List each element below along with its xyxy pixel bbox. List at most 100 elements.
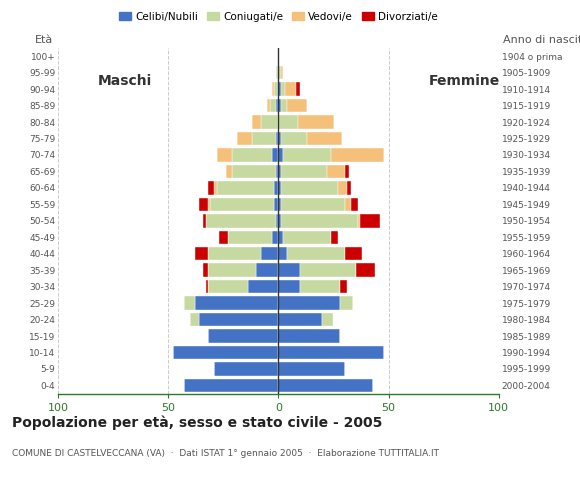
- Bar: [204, 264, 208, 277]
- Bar: [278, 148, 283, 162]
- Bar: [281, 132, 307, 145]
- Text: Anno di nascita: Anno di nascita: [503, 35, 580, 45]
- Bar: [281, 99, 287, 112]
- Bar: [281, 165, 327, 178]
- Bar: [307, 132, 342, 145]
- Bar: [276, 66, 278, 79]
- Bar: [281, 198, 345, 211]
- Bar: [208, 198, 210, 211]
- Bar: [206, 280, 208, 293]
- Bar: [274, 181, 278, 194]
- Bar: [276, 165, 278, 178]
- Bar: [261, 247, 278, 261]
- Bar: [274, 198, 278, 211]
- Bar: [278, 99, 281, 112]
- Bar: [298, 115, 334, 129]
- Bar: [228, 230, 272, 244]
- Text: Popolazione per età, sesso e stato civile - 2005: Popolazione per età, sesso e stato civil…: [12, 415, 382, 430]
- Bar: [215, 181, 217, 194]
- Bar: [184, 296, 195, 310]
- Bar: [281, 83, 285, 96]
- Bar: [278, 313, 322, 326]
- Bar: [340, 280, 347, 293]
- Bar: [278, 230, 283, 244]
- Bar: [278, 362, 345, 376]
- Bar: [184, 379, 278, 392]
- Bar: [285, 83, 296, 96]
- Legend: Celibi/Nubili, Coniugati/e, Vedovi/e, Divorziati/e: Celibi/Nubili, Coniugati/e, Vedovi/e, Di…: [115, 8, 442, 26]
- Bar: [322, 313, 333, 326]
- Bar: [278, 165, 281, 178]
- Bar: [278, 115, 298, 129]
- Bar: [278, 83, 281, 96]
- Bar: [287, 99, 307, 112]
- Bar: [248, 280, 278, 293]
- Bar: [199, 313, 278, 326]
- Bar: [237, 132, 252, 145]
- Bar: [278, 346, 384, 359]
- Bar: [283, 230, 331, 244]
- Bar: [278, 247, 287, 261]
- Bar: [278, 329, 340, 343]
- Bar: [252, 115, 261, 129]
- Bar: [276, 214, 278, 228]
- Bar: [278, 379, 373, 392]
- Bar: [206, 214, 276, 228]
- Bar: [195, 296, 278, 310]
- Bar: [215, 362, 278, 376]
- Bar: [327, 165, 345, 178]
- Bar: [232, 165, 276, 178]
- Bar: [360, 214, 380, 228]
- Bar: [208, 329, 278, 343]
- Bar: [270, 99, 276, 112]
- Bar: [300, 264, 356, 277]
- Bar: [331, 148, 384, 162]
- Bar: [272, 83, 274, 96]
- Bar: [331, 230, 338, 244]
- Bar: [356, 264, 375, 277]
- Bar: [208, 264, 256, 277]
- Bar: [338, 181, 347, 194]
- Bar: [278, 181, 281, 194]
- Bar: [195, 247, 208, 261]
- Bar: [261, 115, 278, 129]
- Bar: [283, 148, 331, 162]
- Bar: [278, 280, 300, 293]
- Text: Età: Età: [35, 35, 53, 45]
- Bar: [278, 66, 281, 79]
- Bar: [281, 214, 358, 228]
- Bar: [252, 132, 276, 145]
- Bar: [190, 313, 199, 326]
- Bar: [276, 132, 278, 145]
- Bar: [345, 247, 362, 261]
- Bar: [210, 198, 274, 211]
- Bar: [278, 198, 281, 211]
- Bar: [345, 198, 351, 211]
- Bar: [351, 198, 358, 211]
- Bar: [267, 99, 270, 112]
- Bar: [272, 148, 278, 162]
- Bar: [281, 66, 283, 79]
- Bar: [278, 132, 281, 145]
- Text: Femmine: Femmine: [428, 74, 499, 88]
- Bar: [276, 99, 278, 112]
- Bar: [272, 230, 278, 244]
- Bar: [232, 148, 272, 162]
- Bar: [358, 214, 360, 228]
- Bar: [256, 264, 278, 277]
- Bar: [217, 181, 274, 194]
- Text: COMUNE DI CASTELVECCANA (VA)  ·  Dati ISTAT 1° gennaio 2005  ·  Elaborazione TUT: COMUNE DI CASTELVECCANA (VA) · Dati ISTA…: [12, 449, 438, 458]
- Bar: [208, 247, 261, 261]
- Bar: [204, 214, 206, 228]
- Bar: [208, 181, 215, 194]
- Bar: [296, 83, 300, 96]
- Bar: [217, 148, 232, 162]
- Bar: [278, 264, 300, 277]
- Bar: [274, 83, 278, 96]
- Bar: [173, 346, 278, 359]
- Bar: [345, 165, 349, 178]
- Bar: [278, 296, 340, 310]
- Bar: [199, 198, 208, 211]
- Bar: [340, 296, 353, 310]
- Bar: [219, 230, 228, 244]
